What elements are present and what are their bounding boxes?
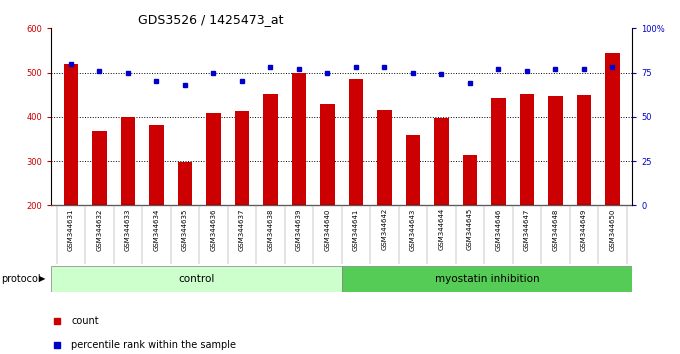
Text: GSM344648: GSM344648 [552,208,558,251]
Text: GSM344632: GSM344632 [97,208,103,251]
Bar [406,135,420,294]
Bar [206,113,220,294]
Bar [92,131,107,294]
Text: GSM344642: GSM344642 [381,208,388,251]
Bar [178,162,192,294]
Text: GSM344649: GSM344649 [581,208,587,251]
Text: GSM344641: GSM344641 [353,208,359,251]
Text: protocol: protocol [1,274,40,284]
Bar [520,94,534,294]
Text: count: count [71,316,99,326]
Text: GSM344640: GSM344640 [324,208,330,251]
Bar [548,96,562,294]
Bar [605,53,619,294]
Text: control: control [178,274,214,284]
Text: GSM344639: GSM344639 [296,208,302,251]
Text: ▶: ▶ [39,274,46,283]
Text: GSM344637: GSM344637 [239,208,245,251]
Bar [320,104,335,294]
Bar [150,125,164,294]
Text: GDS3526 / 1425473_at: GDS3526 / 1425473_at [138,13,284,26]
Bar [263,94,277,294]
Text: GSM344634: GSM344634 [154,208,159,251]
Text: GSM344633: GSM344633 [125,208,131,251]
Text: GSM344638: GSM344638 [267,208,273,251]
Text: GSM344643: GSM344643 [410,208,416,251]
Text: GSM344635: GSM344635 [182,208,188,251]
Text: GSM344631: GSM344631 [68,208,74,251]
Text: GSM344645: GSM344645 [467,208,473,251]
Bar [377,110,392,294]
Bar [463,155,477,294]
Bar [235,111,249,294]
Bar [292,73,306,294]
Text: percentile rank within the sample: percentile rank within the sample [71,340,237,350]
Bar [341,266,632,292]
Text: GSM344647: GSM344647 [524,208,530,251]
Bar [577,95,591,294]
Bar [64,64,78,294]
Bar [492,98,505,294]
Text: GSM344636: GSM344636 [210,208,216,251]
Bar [435,118,449,294]
Text: GSM344646: GSM344646 [496,208,501,251]
Text: GSM344650: GSM344650 [609,208,615,251]
Bar [51,266,341,292]
Bar [121,117,135,294]
Text: GSM344644: GSM344644 [439,208,445,251]
Text: myostatin inhibition: myostatin inhibition [435,274,539,284]
Bar [349,79,363,294]
